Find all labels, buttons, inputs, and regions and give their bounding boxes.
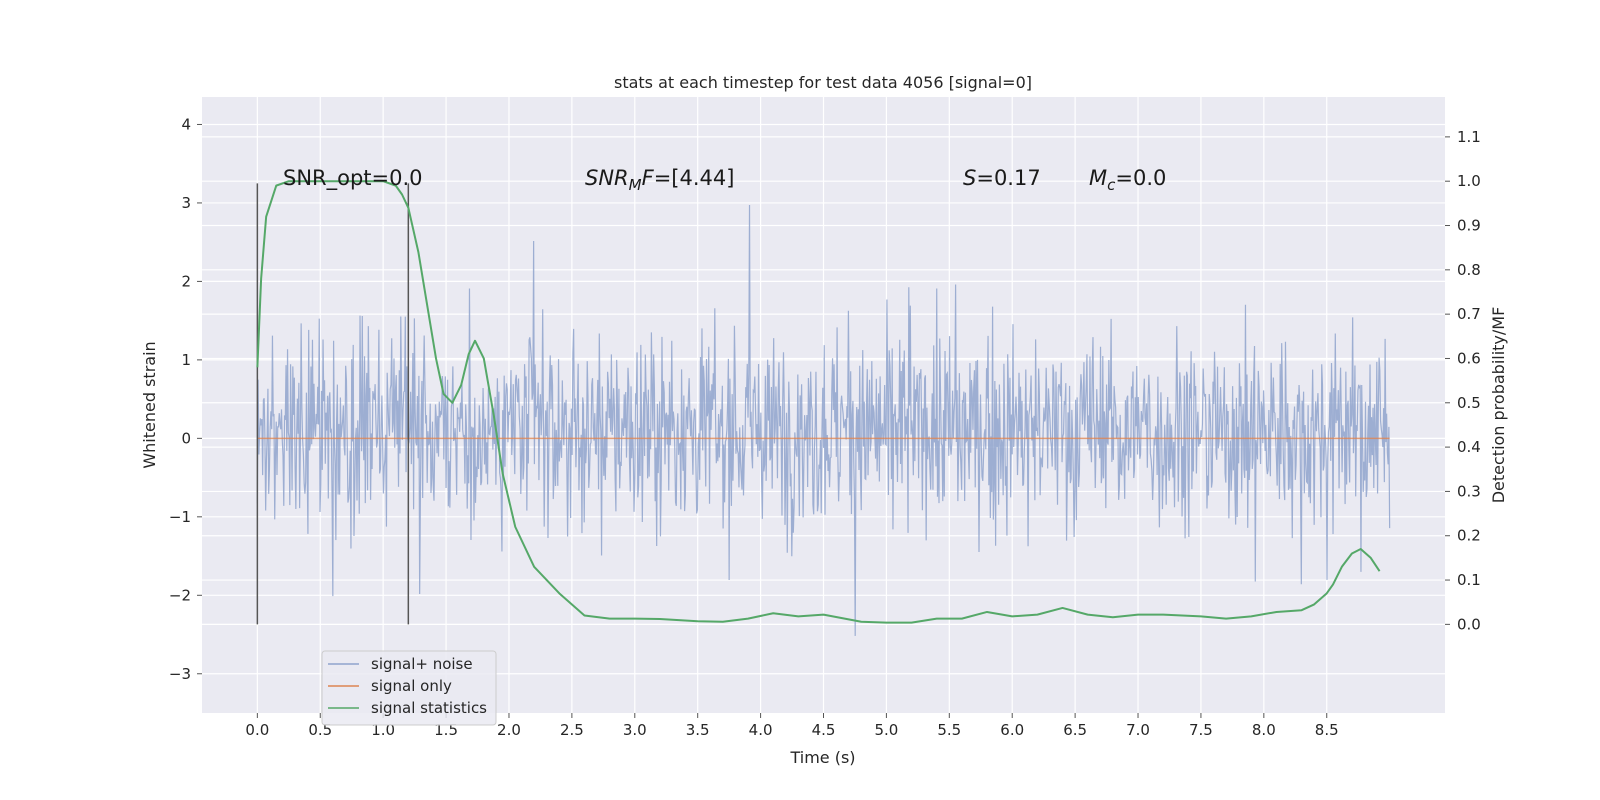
- y-right-tick-label: 0.2: [1457, 527, 1481, 545]
- y-tick-label: 1: [181, 351, 191, 369]
- y-right-tick-label: 1.1: [1457, 128, 1481, 146]
- y-right-tick-label: 0.5: [1457, 394, 1481, 412]
- y-right-axis-label: Detection probability/MF: [1489, 307, 1508, 504]
- x-tick-label: 4.5: [812, 721, 836, 739]
- x-tick-label: 8.0: [1252, 721, 1276, 739]
- x-tick-label: 3.5: [686, 721, 710, 739]
- s-symbol: S: [963, 166, 976, 190]
- x-tick-label: 2.0: [497, 721, 521, 739]
- y-right-tick-label: 0.0: [1457, 615, 1481, 633]
- series-signal-noise: [256, 204, 1391, 636]
- x-axis-label: Time (s): [789, 748, 855, 767]
- x-tick-label: 4.0: [749, 721, 773, 739]
- legend-label-signal-statistics: signal statistics: [371, 699, 487, 717]
- legend-label-signal-noise: signal+ noise: [371, 655, 473, 673]
- signal-noise-line: [256, 204, 1391, 636]
- x-tick-label: 6.5: [1063, 721, 1087, 739]
- y-right-tick-label: 0.1: [1457, 571, 1481, 589]
- x-tick-label: 0.0: [245, 721, 269, 739]
- x-tick-label: 3.0: [623, 721, 647, 739]
- mc-sub: c: [1107, 176, 1116, 194]
- x-tick-label: 7.5: [1189, 721, 1213, 739]
- mc-symbol: M: [1089, 166, 1107, 190]
- y-tick-label: −1: [169, 508, 191, 526]
- y-tick-label: 2: [181, 272, 191, 290]
- y-right-axis-ticks: 0.0 0.1 0.2 0.3 0.4 0.5 0.6 0.7 0.8 0.9 1.0 1.1: [1445, 128, 1481, 633]
- y-right-tick-label: 0.9: [1457, 217, 1481, 235]
- y-right-tick-label: 1.0: [1457, 172, 1481, 190]
- y-tick-label: 3: [181, 194, 191, 212]
- annotation-mc: Mc=0.0: [1089, 166, 1166, 194]
- chart-title: stats at each timestep for test data 405…: [614, 73, 1032, 92]
- y-tick-label: −2: [169, 586, 191, 604]
- y-tick-label: −3: [169, 665, 191, 683]
- x-tick-label: 5.5: [937, 721, 961, 739]
- y-right-tick-label: 0.7: [1457, 305, 1481, 323]
- snr-mf-value: =[4.44]: [654, 166, 735, 190]
- snr-mf-base: SNR: [585, 166, 629, 190]
- x-tick-label: 5.0: [874, 721, 898, 739]
- y-right-tick-label: 0.6: [1457, 349, 1481, 367]
- x-tick-label: 6.0: [1000, 721, 1024, 739]
- y-right-tick-label: 0.3: [1457, 482, 1481, 500]
- y-right-tick-label: 0.8: [1457, 261, 1481, 279]
- snr-mf-tail: F: [642, 166, 655, 190]
- x-tick-label: 2.5: [560, 721, 584, 739]
- y-right-tick-label: 0.4: [1457, 438, 1481, 456]
- vertical-markers: [256, 183, 410, 625]
- x-tick-label: 8.5: [1315, 721, 1339, 739]
- snr-mf-sub: M: [629, 176, 642, 194]
- x-tick-label: 7.0: [1126, 721, 1150, 739]
- legend: signal+ noise signal only signal statist…: [321, 650, 497, 726]
- annotation-snr-opt: SNR_opt=0.0: [283, 166, 423, 191]
- series-signal-statistics: [256, 180, 1381, 624]
- y-axis-ticks: −3 −2 −1 0 1 2 3 4: [169, 115, 202, 683]
- s-value: =0.17: [976, 166, 1040, 190]
- y-axis-label: Whitened strain: [140, 341, 159, 468]
- annotation-s: S=0.17: [963, 166, 1041, 190]
- legend-label-signal-only: signal only: [371, 677, 452, 695]
- y-tick-label: 4: [181, 115, 191, 133]
- annotation-snr-mf: SNRMF=[4.44]: [585, 166, 734, 194]
- signal-statistics-line: [256, 180, 1381, 624]
- y-tick-label: 0: [181, 429, 191, 447]
- mc-value: =0.0: [1115, 166, 1166, 190]
- legend-box: [321, 650, 497, 726]
